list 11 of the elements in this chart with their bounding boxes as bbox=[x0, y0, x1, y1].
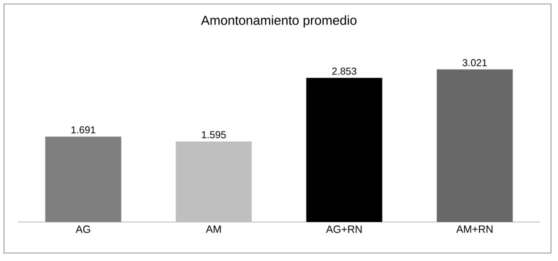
data-label: 1.595 bbox=[202, 131, 226, 138]
chart-title: Amontonamiento promedio bbox=[200, 15, 356, 28]
data-label: 3.021 bbox=[462, 59, 487, 66]
data-label: 2.853 bbox=[332, 68, 356, 75]
bar bbox=[176, 141, 252, 222]
data-label: 1.691 bbox=[72, 126, 96, 134]
x-tick-label: AM bbox=[206, 226, 221, 233]
x-tick-label: AG bbox=[76, 226, 90, 233]
x-tick-label: AG+RN bbox=[326, 226, 362, 233]
bar bbox=[306, 78, 382, 222]
x-tick-label: AM+RN bbox=[456, 226, 492, 233]
